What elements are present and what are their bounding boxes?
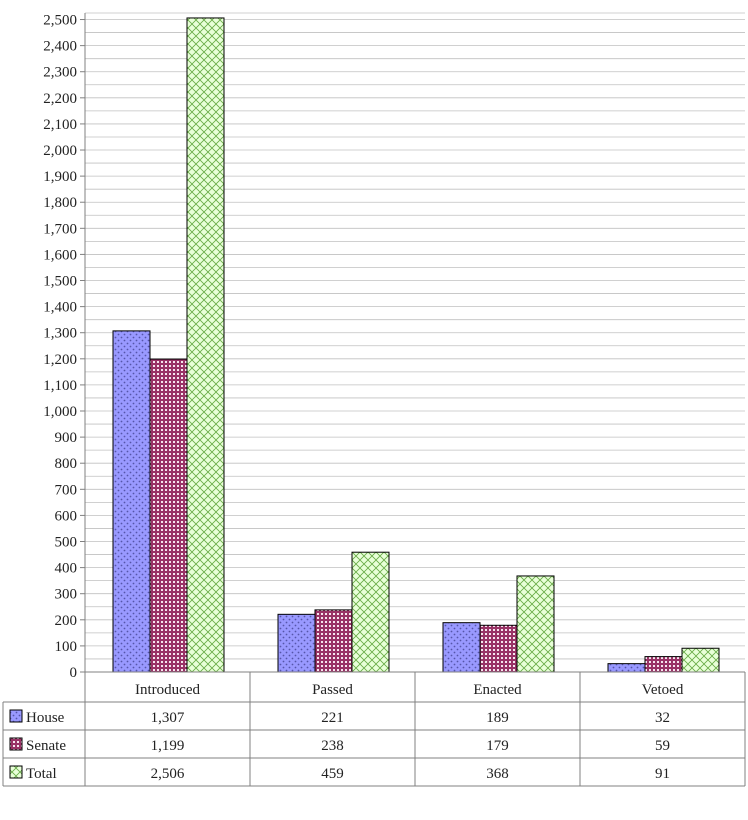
data-table-cell: 59 [655, 738, 670, 754]
y-tick-label: 2,100 [43, 117, 77, 133]
y-tick-label: 1,900 [43, 169, 77, 185]
data-table-cell: 91 [655, 766, 670, 782]
data-table-cell: 1,307 [151, 710, 185, 726]
bar-total [351, 551, 390, 673]
data-table-cell: 221 [321, 710, 344, 726]
category-label: Vetoed [642, 682, 684, 698]
bar-house [277, 613, 316, 673]
bar-total [681, 647, 720, 673]
y-tick-label: 500 [55, 535, 78, 551]
y-tick-label: 1,400 [43, 300, 77, 316]
y-tick-label: 1,600 [43, 247, 77, 263]
data-table-cell: 2,506 [151, 766, 185, 782]
y-tick-label: 2,200 [43, 91, 77, 107]
y-tick-label: 1,200 [43, 352, 77, 368]
legend-label: House [26, 710, 65, 726]
y-tick-label: 1,300 [43, 326, 77, 342]
y-tick-label: 2,300 [43, 65, 77, 81]
category-label: Enacted [473, 682, 522, 698]
y-tick-label: 1,500 [43, 274, 77, 290]
legend-label: Total [26, 766, 57, 782]
y-tick-label: 700 [55, 482, 78, 498]
data-table-cell: 179 [486, 738, 509, 754]
legend-key-senate [9, 737, 23, 751]
y-tick-label: 2,500 [43, 13, 77, 29]
bar-total [186, 17, 225, 673]
bar-senate [314, 609, 353, 673]
bar-senate [149, 358, 188, 673]
y-tick-label: 1,100 [43, 378, 77, 394]
data-table-cell: 189 [486, 710, 509, 726]
y-tick-label: 1,800 [43, 195, 77, 211]
y-tick-label: 1,700 [43, 221, 77, 237]
data-table-cell: 32 [655, 710, 670, 726]
y-tick-label: 800 [55, 456, 78, 472]
y-tick-label: 400 [55, 561, 78, 577]
legend-label: Senate [26, 738, 66, 754]
y-tick-label: 0 [70, 665, 78, 681]
y-tick-label: 300 [55, 587, 78, 603]
y-tick-label: 1,000 [43, 404, 77, 420]
bar-senate [644, 656, 683, 673]
data-table-cell: 1,199 [151, 738, 185, 754]
data-table-cell: 238 [321, 738, 344, 754]
category-label: Passed [312, 682, 353, 698]
data-table-cell: 368 [486, 766, 509, 782]
legend-key-total [9, 765, 23, 779]
y-tick-label: 200 [55, 613, 78, 629]
data-table-cell: 459 [321, 766, 344, 782]
bar-total [516, 575, 555, 673]
y-tick-label: 2,000 [43, 143, 77, 159]
y-tick-label: 100 [55, 639, 78, 655]
y-tick-label: 900 [55, 430, 78, 446]
bar-house [607, 663, 646, 673]
y-tick-label: 600 [55, 508, 78, 524]
legend-key-house [9, 709, 23, 723]
bar-senate [479, 624, 518, 673]
bar-house [442, 622, 481, 673]
category-label: Introduced [135, 682, 200, 698]
bar-house [112, 330, 151, 673]
y-tick-label: 2,400 [43, 39, 77, 55]
